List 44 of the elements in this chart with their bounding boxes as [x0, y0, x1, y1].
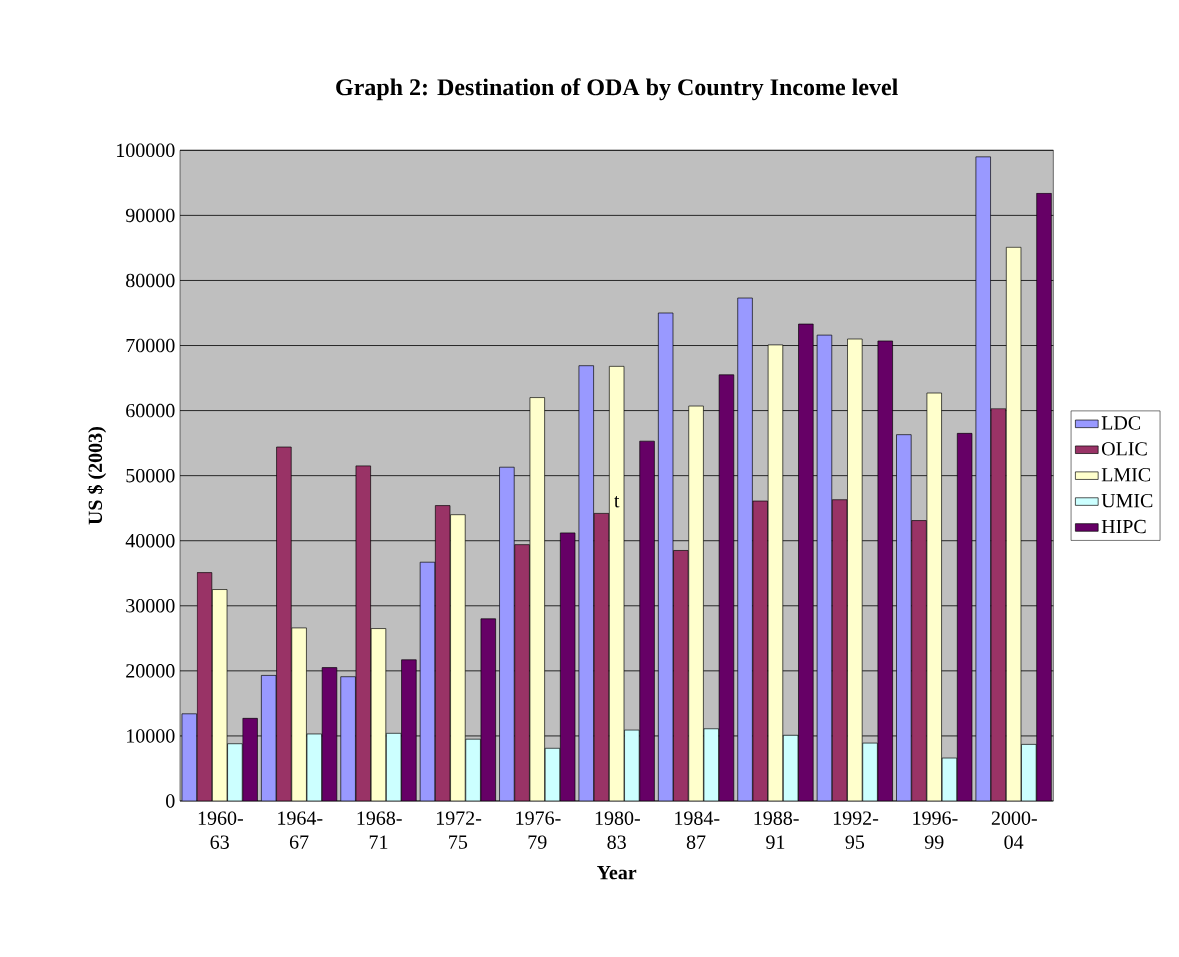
- x-tick-label: 2000-04: [991, 811, 1037, 849]
- y-tick-label: 60000: [126, 403, 175, 418]
- x-tick-label: 1996-99: [913, 811, 958, 849]
- bar: [291, 627, 307, 801]
- x-tick-label: 1976-79: [516, 811, 561, 849]
- y-tick-label: 10000: [127, 729, 175, 743]
- y-tick-label: 80000: [126, 273, 175, 288]
- x-tick-label: 1984-87: [675, 811, 720, 849]
- bar: [340, 676, 356, 801]
- bar: [737, 297, 753, 801]
- legend-label: OLIC: [1101, 442, 1147, 456]
- bar: [847, 338, 863, 801]
- bar: [896, 434, 912, 801]
- x-tick-label: 1972-75: [436, 811, 482, 849]
- bar: [465, 738, 481, 801]
- x-axis-title: Year: [597, 866, 637, 880]
- bar: [624, 729, 640, 801]
- y-tick-label: 0: [166, 794, 175, 808]
- legend-label: LMIC: [1101, 468, 1151, 482]
- y-tick-label: 50000: [126, 468, 175, 483]
- x-tick-label: 1964-67: [278, 811, 323, 849]
- bar: [1021, 744, 1037, 801]
- legend-label: HIPC: [1101, 519, 1146, 534]
- legend-label: UMIC: [1101, 493, 1153, 508]
- bar: [688, 405, 704, 801]
- y-tick-label: 40000: [125, 533, 175, 548]
- annotation: t: [614, 495, 620, 508]
- bar: [862, 742, 878, 801]
- x-tick-label: 1988-91: [754, 811, 799, 849]
- y-tick-label: 30000: [126, 599, 175, 613]
- bar: [227, 743, 243, 801]
- y-tick-label: 20000: [126, 664, 175, 678]
- x-tick-label: 1992-95: [833, 811, 879, 849]
- y-axis-title: US $ (2003): [87, 427, 107, 525]
- x-tick-label: 1968-71: [357, 811, 402, 849]
- y-tick-label: 90000: [125, 208, 175, 223]
- bar: [450, 514, 466, 801]
- x-tick-label: 1960-63: [198, 811, 243, 849]
- chart-title: Graph 2: Destination of ODA by Country Income level: [336, 78, 898, 101]
- legend-label: LDC: [1101, 416, 1141, 430]
- y-tick-label: 70000: [126, 338, 175, 353]
- x-tick-label: 1980-83: [595, 811, 640, 849]
- bar: [499, 466, 515, 801]
- y-tick-label: 100000: [117, 143, 175, 158]
